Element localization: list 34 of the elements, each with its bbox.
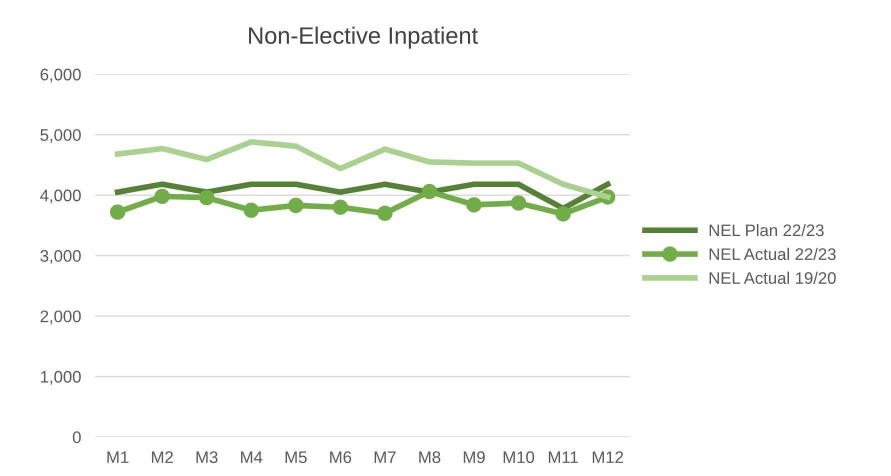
point bbox=[377, 206, 393, 221]
x-tick-label: M7 bbox=[374, 451, 396, 463]
x-tick-label: M12 bbox=[592, 451, 624, 463]
x-tick-label: M5 bbox=[286, 451, 307, 464]
point bbox=[466, 197, 482, 212]
x-tick-label: M6 bbox=[330, 451, 352, 464]
point bbox=[288, 198, 304, 214]
y-tick-label: 0 bbox=[72, 431, 81, 444]
x-tick-label: M3 bbox=[196, 451, 218, 464]
x-tick-label: M4 bbox=[241, 451, 262, 463]
y-tick-label: 2,000 bbox=[40, 310, 81, 324]
x-tick-label: M2 bbox=[152, 451, 173, 463]
x-tick-label: M11 bbox=[548, 451, 578, 463]
legend-label: NEL Actual 19/20 bbox=[710, 272, 836, 284]
y-tick-label: 5,000 bbox=[40, 129, 81, 143]
point bbox=[422, 184, 438, 200]
point bbox=[199, 190, 214, 206]
chart-title: Non-Elective Inpatient bbox=[249, 26, 478, 49]
x-tick-label: M8 bbox=[419, 451, 440, 464]
x-tick-label: M1 bbox=[107, 451, 128, 463]
point bbox=[555, 206, 571, 222]
x-tick-label: M10 bbox=[504, 451, 534, 464]
legend-label: NEL Actual 22/23 bbox=[710, 248, 836, 260]
x-tick-label: M9 bbox=[464, 451, 485, 464]
y-tick-label: 4,000 bbox=[40, 190, 81, 204]
point bbox=[244, 202, 259, 218]
y-tick-label: 6,000 bbox=[40, 68, 81, 82]
point bbox=[332, 200, 348, 215]
point bbox=[154, 188, 170, 204]
y-tick-label: 3,000 bbox=[40, 250, 81, 264]
point bbox=[110, 204, 126, 220]
point bbox=[510, 195, 526, 211]
y-tick-label: 1,000 bbox=[41, 370, 81, 385]
legend-label: NEL Plan 22/23 bbox=[710, 224, 824, 236]
